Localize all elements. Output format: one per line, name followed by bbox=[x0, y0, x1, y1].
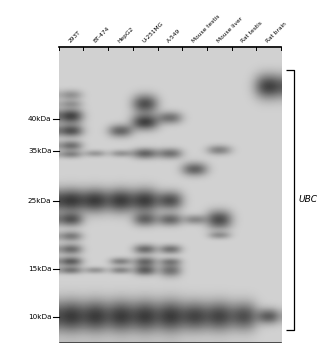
Text: 40kDa: 40kDa bbox=[28, 116, 51, 122]
Text: Mouse testis: Mouse testis bbox=[191, 14, 221, 44]
Text: 35kDa: 35kDa bbox=[28, 148, 51, 154]
Text: A-549: A-549 bbox=[166, 28, 182, 44]
Text: 293T: 293T bbox=[67, 30, 82, 44]
Text: 15kDa: 15kDa bbox=[28, 266, 51, 272]
Text: UBC: UBC bbox=[298, 196, 317, 204]
Text: Rat testis: Rat testis bbox=[241, 21, 264, 44]
Text: HepG2: HepG2 bbox=[117, 26, 135, 44]
Text: 25kDa: 25kDa bbox=[28, 198, 51, 204]
Text: U-251MG: U-251MG bbox=[142, 21, 164, 44]
Text: Rat brain: Rat brain bbox=[265, 21, 288, 44]
Text: 10kDa: 10kDa bbox=[28, 314, 51, 320]
Text: Mouse liver: Mouse liver bbox=[216, 16, 244, 44]
Text: BT-474: BT-474 bbox=[92, 26, 110, 44]
